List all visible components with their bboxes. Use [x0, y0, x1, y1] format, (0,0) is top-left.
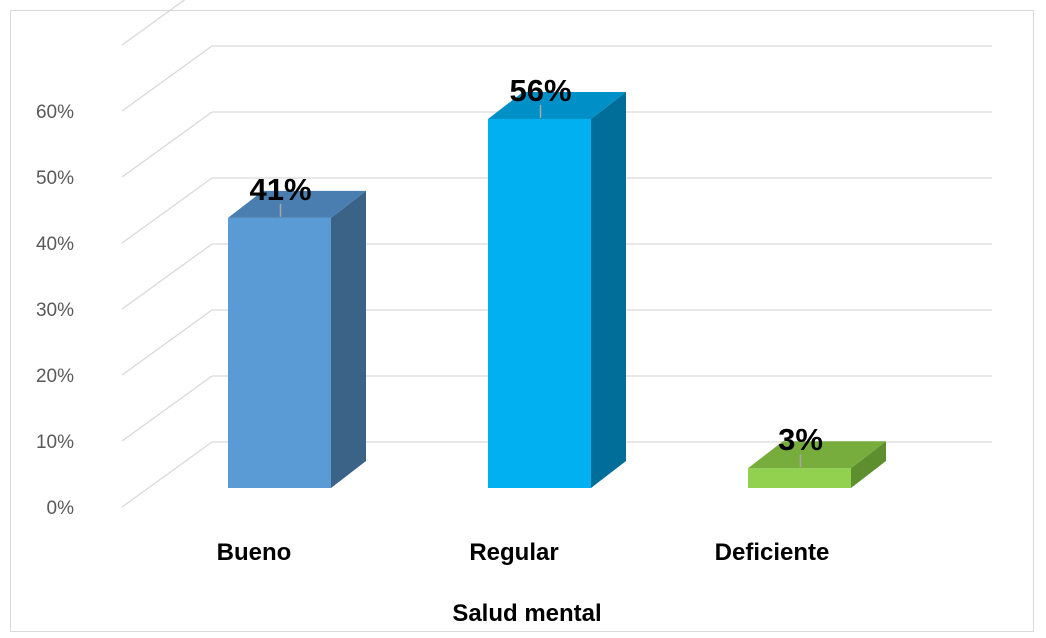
labels: 0% 10% 20% 30% 40% 50% 60% 41% Bueno 56% Regular 3%… [36, 73, 829, 566]
bar-front-face [228, 217, 331, 488]
bar-top-face [748, 441, 886, 469]
bar-deficiente [748, 441, 886, 488]
y-tick-label: 20% [36, 366, 74, 387]
bar-bueno [228, 190, 366, 488]
gridline-diagonal [121, 441, 213, 508]
data-label-bueno: 41% [249, 172, 311, 207]
bar-front-face [748, 468, 851, 488]
x-axis-title: Salud mental [452, 600, 601, 627]
gridline-diagonal [121, 243, 213, 310]
gridline-diagonal [121, 177, 213, 244]
y-tick-label: 30% [36, 300, 74, 321]
bar-top-face [228, 190, 366, 218]
gridline-diagonal [121, 0, 186, 46]
y-tick-label: 40% [36, 234, 74, 255]
gridline-diagonal [121, 375, 213, 442]
bar-side-face [591, 92, 626, 488]
y-tick-label: 50% [36, 168, 74, 189]
data-label-deficiente: 3% [778, 422, 823, 457]
y-tick-label: 10% [36, 432, 74, 453]
y-tick-label: 60% [36, 102, 74, 123]
category-label-regular: Regular [469, 539, 558, 566]
gridline-diagonal [121, 111, 213, 178]
gridline-diagonal [121, 309, 213, 376]
data-label-regular: 56% [509, 73, 571, 108]
bar-regular [488, 92, 626, 488]
category-label-bueno: Bueno [217, 539, 292, 566]
bar-side-face [851, 441, 886, 488]
bar-top-face [488, 92, 626, 119]
category-label-deficiente: Deficiente [715, 539, 830, 566]
bars [228, 92, 886, 488]
bar-side-face [331, 190, 366, 488]
y-tick-label: 0% [47, 498, 75, 519]
bar-front-face [488, 119, 591, 488]
gridline-diagonal [121, 45, 213, 112]
